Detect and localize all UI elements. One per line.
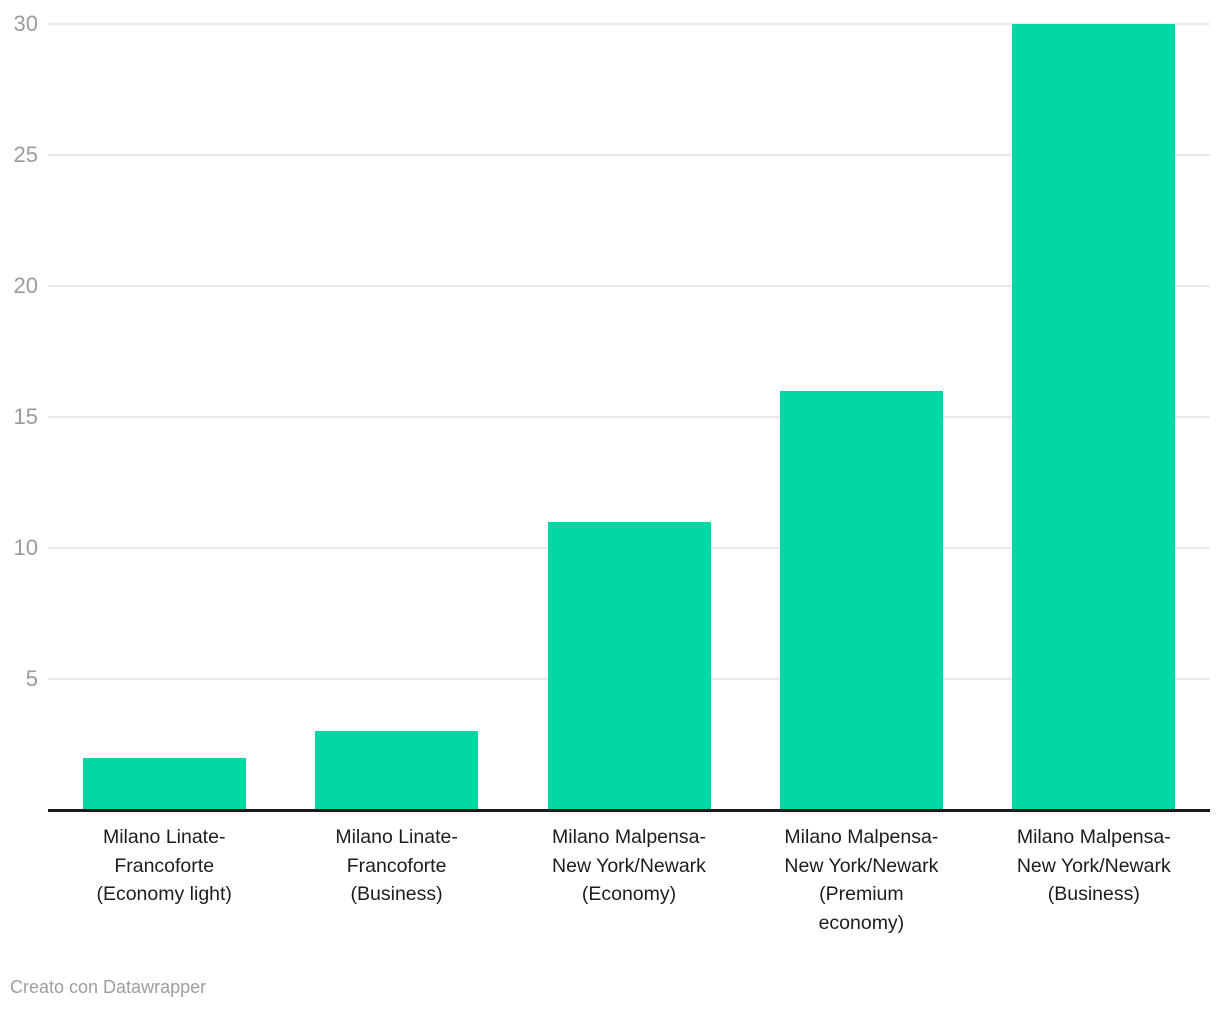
y-tick-label: 30 xyxy=(13,11,38,36)
x-axis-label: Milano Malpensa- New York/Newark (Premiu… xyxy=(784,826,939,934)
datawrapper-credit-link[interactable]: Creato con Datawrapper xyxy=(10,977,207,997)
gridline xyxy=(48,416,1210,418)
y-tick-label: 20 xyxy=(13,273,38,298)
y-tick-label: 10 xyxy=(13,535,38,560)
x-axis-line xyxy=(48,809,1210,812)
gridline xyxy=(48,154,1210,156)
bar xyxy=(315,731,479,810)
bar xyxy=(779,390,943,810)
y-tick-label: 25 xyxy=(13,142,38,167)
y-tick-label: 5 xyxy=(25,666,38,691)
x-axis-label: Milano Malpensa- New York/Newark (Busine… xyxy=(1016,826,1171,905)
bar xyxy=(547,521,711,810)
bar xyxy=(82,757,246,810)
gridline xyxy=(48,23,1210,25)
bar xyxy=(1012,24,1176,810)
x-axis-label: Milano Linate- Francoforte (Business) xyxy=(335,826,458,905)
x-axis-label: Milano Malpensa- New York/Newark (Econom… xyxy=(552,826,706,905)
y-tick-label: 15 xyxy=(13,404,38,429)
x-axis-label: Milano Linate- Francoforte (Economy ligh… xyxy=(96,826,232,905)
gridline xyxy=(48,285,1210,287)
